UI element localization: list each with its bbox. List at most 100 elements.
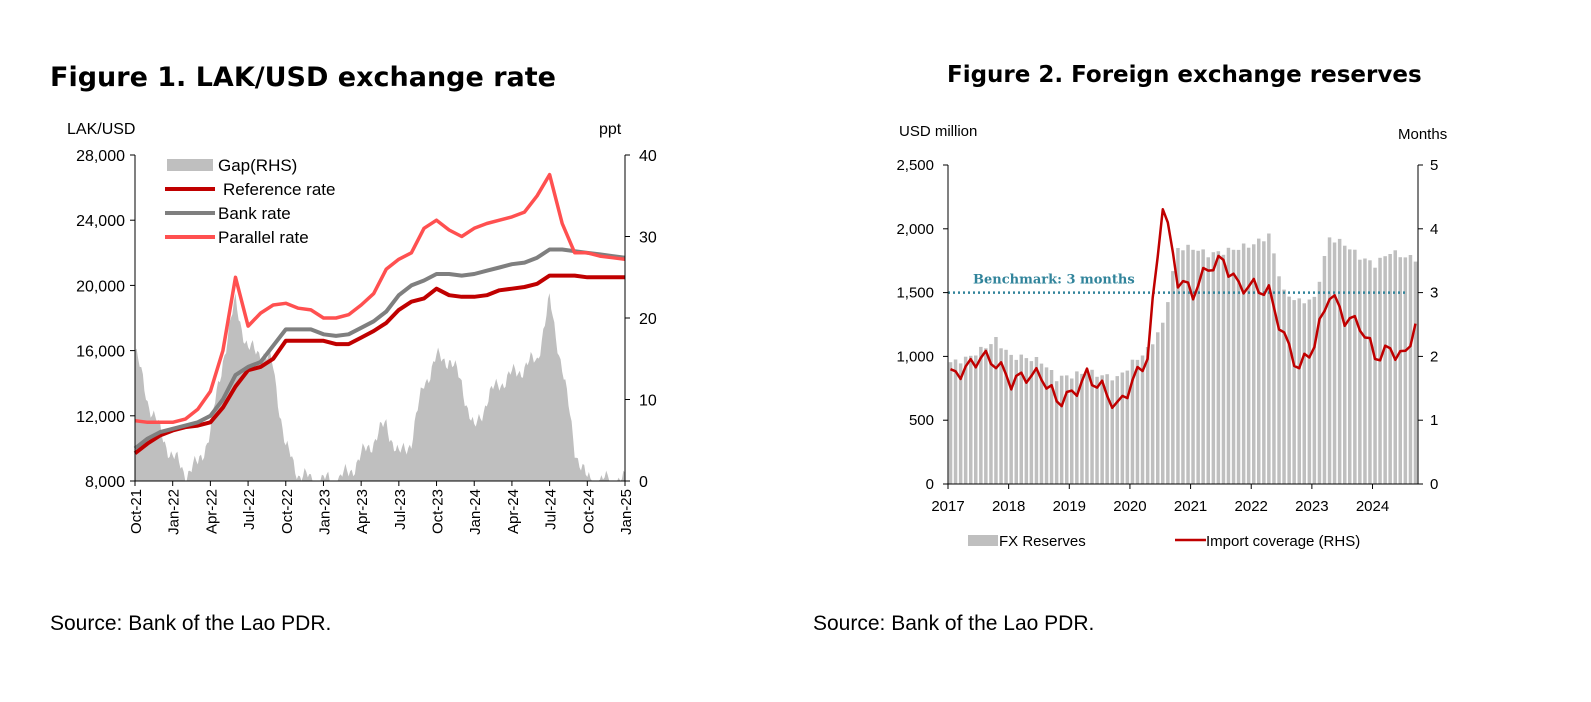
bar xyxy=(1226,247,1231,484)
bar xyxy=(1196,250,1200,484)
bar xyxy=(1024,358,1029,484)
bar xyxy=(1343,245,1347,484)
bar xyxy=(1145,347,1150,484)
x-tick-label: 2018 xyxy=(992,498,1025,515)
bar xyxy=(1115,376,1119,484)
x-tick-label: Jan-25 xyxy=(618,489,635,535)
bar xyxy=(1236,249,1241,484)
bar xyxy=(1221,254,1226,484)
y-tick-label: 12,000 xyxy=(76,409,125,426)
y2-tick-label: 0 xyxy=(639,474,648,491)
bar xyxy=(1408,255,1413,484)
bar xyxy=(1413,261,1418,484)
bar xyxy=(1075,371,1079,484)
legend-label: Gap(RHS) xyxy=(218,156,297,175)
bar xyxy=(1150,344,1155,484)
bar xyxy=(1358,259,1362,484)
bar xyxy=(1095,376,1099,484)
y-tick-label: 0 xyxy=(926,476,934,493)
series-line-reference-rate xyxy=(133,273,625,455)
y2-axis-label: ppt xyxy=(599,121,622,138)
bar xyxy=(1403,257,1408,484)
bar xyxy=(1120,372,1125,484)
x-tick-label: Jan-22 xyxy=(166,489,183,535)
bar xyxy=(1246,247,1251,484)
bar xyxy=(1100,375,1104,484)
bar xyxy=(989,344,993,484)
bar xyxy=(1171,271,1175,484)
y2-tick-label: 2 xyxy=(1430,348,1438,365)
bar xyxy=(1110,380,1114,484)
bar xyxy=(1070,378,1074,484)
legend-swatch-gap xyxy=(167,159,213,171)
bar xyxy=(1292,300,1296,484)
y-tick-label: 20,000 xyxy=(76,278,125,295)
bar xyxy=(953,359,958,484)
figure2-title: Figure 2. Foreign exchange reserves xyxy=(947,62,1422,88)
bar xyxy=(1277,276,1281,484)
x-tick-label: Jul-24 xyxy=(543,489,560,530)
bar xyxy=(1029,361,1034,484)
x-tick-label: Oct-23 xyxy=(430,489,447,534)
y2-tick-label: 4 xyxy=(1430,221,1438,238)
bar xyxy=(1156,332,1160,484)
bar xyxy=(948,362,953,484)
bar xyxy=(1019,354,1023,484)
x-tick-label: 2019 xyxy=(1053,498,1086,515)
bar xyxy=(1125,370,1130,484)
bar xyxy=(1211,252,1216,484)
bar xyxy=(969,355,973,484)
x-tick-label: Jul-22 xyxy=(241,489,258,530)
bar xyxy=(1206,257,1210,484)
bar xyxy=(1327,237,1332,484)
bar xyxy=(1181,250,1185,484)
bar xyxy=(974,355,978,484)
bar xyxy=(1252,244,1256,484)
y2-tick-label: 40 xyxy=(639,148,657,165)
y-axis-label: USD million xyxy=(899,123,977,140)
y2-tick-label: 10 xyxy=(639,393,657,410)
figure1-title: Figure 1. LAK/USD exchange rate xyxy=(50,62,556,93)
legend-label: Parallel rate xyxy=(218,228,309,247)
bar xyxy=(1044,367,1049,484)
bar xyxy=(1287,296,1291,484)
y2-tick-label: 3 xyxy=(1430,285,1438,302)
bar xyxy=(1378,257,1382,484)
y2-tick-label: 0 xyxy=(1430,476,1438,493)
bar xyxy=(1337,238,1342,484)
legend-label: FX Reserves xyxy=(999,533,1086,550)
bar xyxy=(1201,249,1205,484)
bar xyxy=(1054,381,1059,484)
bar xyxy=(1135,359,1140,484)
bar xyxy=(1373,267,1377,484)
x-tick-label: Jul-23 xyxy=(392,489,409,530)
bar xyxy=(1267,233,1271,484)
x-tick-label: Jan-24 xyxy=(467,489,484,535)
bar xyxy=(1231,249,1236,484)
gap-area xyxy=(135,293,625,481)
x-tick-label: Oct-24 xyxy=(580,489,597,534)
bar xyxy=(1353,249,1357,484)
y2-axis-label: Months xyxy=(1398,126,1447,143)
y2-tick-label: 5 xyxy=(1430,157,1438,174)
bar xyxy=(1398,257,1402,484)
bar xyxy=(1297,298,1301,484)
bar xyxy=(1383,256,1387,484)
bar xyxy=(1368,260,1372,484)
bar xyxy=(963,356,968,484)
bar xyxy=(1065,375,1069,484)
x-tick-label: 2024 xyxy=(1356,498,1389,515)
bar xyxy=(979,346,983,484)
x-tick-label: 2020 xyxy=(1113,498,1146,515)
bar xyxy=(999,348,1003,484)
bar xyxy=(1302,303,1306,484)
legend-swatch-fx-reserves xyxy=(968,535,998,546)
y-tick-label: 2,500 xyxy=(896,157,934,174)
figure2-source: Source: Bank of the Lao PDR. xyxy=(813,612,1095,635)
bar xyxy=(1059,375,1064,484)
bar xyxy=(1039,363,1044,484)
y-tick-label: 28,000 xyxy=(76,148,125,165)
bar xyxy=(1322,256,1327,484)
x-tick-label: Apr-22 xyxy=(203,489,220,534)
y2-tick-label: 20 xyxy=(639,311,657,328)
